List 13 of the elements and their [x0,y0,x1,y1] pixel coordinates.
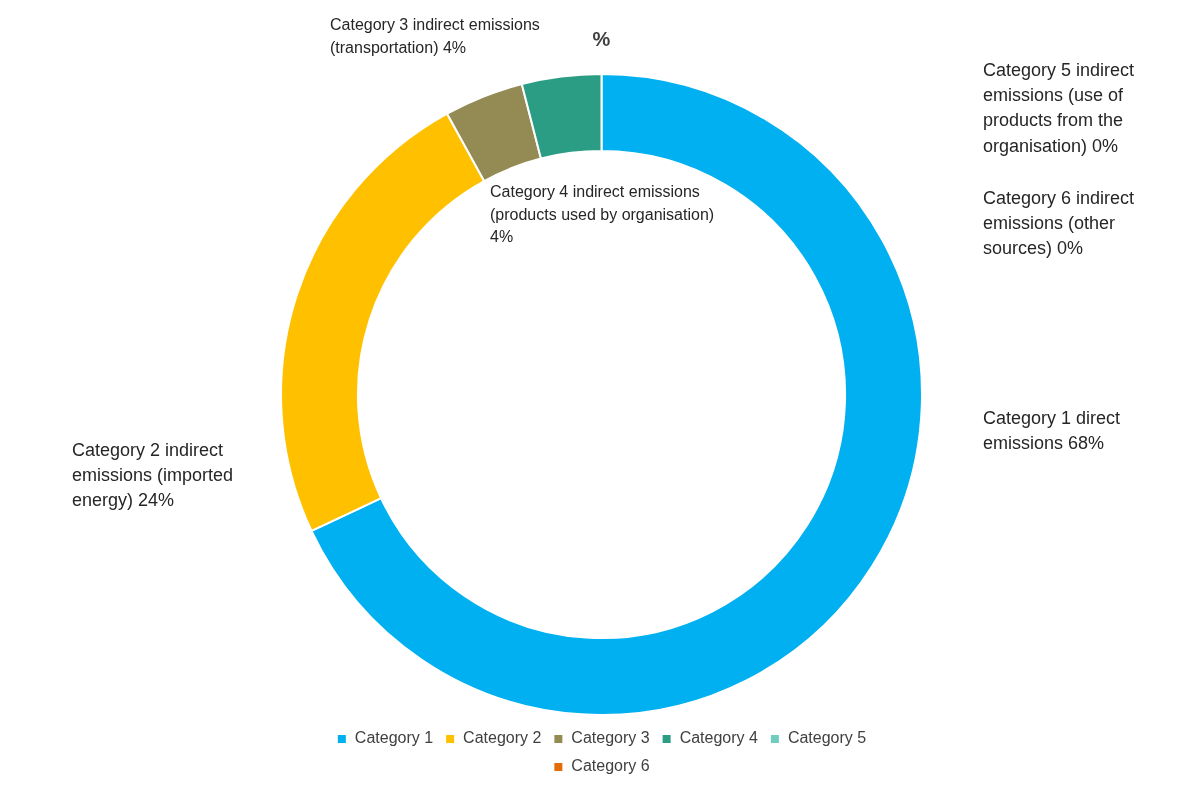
data-label: Category 4 indirect emissions (products used by organisation) 4% [490,183,715,246]
legend-label: Category 4 [679,729,758,747]
legend-label: Category 5 [787,729,867,747]
data-label: Category 2 indirect emissions (imported energy) 24% [72,439,234,511]
legend-label: Category 1 [354,729,434,747]
legend-label: Category 3 [571,729,650,747]
text: Category 6 indirect emissions (other sources) 0% [983,187,1135,259]
data-label: Category 3 indirect emissions (transportation) 4% [330,16,540,56]
text: Category 5 indirect emissions (use of products from the organisation) 0% [983,59,1135,156]
data-label: Category 1 direct emissions 68% [983,407,1121,454]
legend-label: Category 2 [463,729,542,747]
text: % [592,27,611,50]
legend-label: Category 6 [571,757,650,775]
